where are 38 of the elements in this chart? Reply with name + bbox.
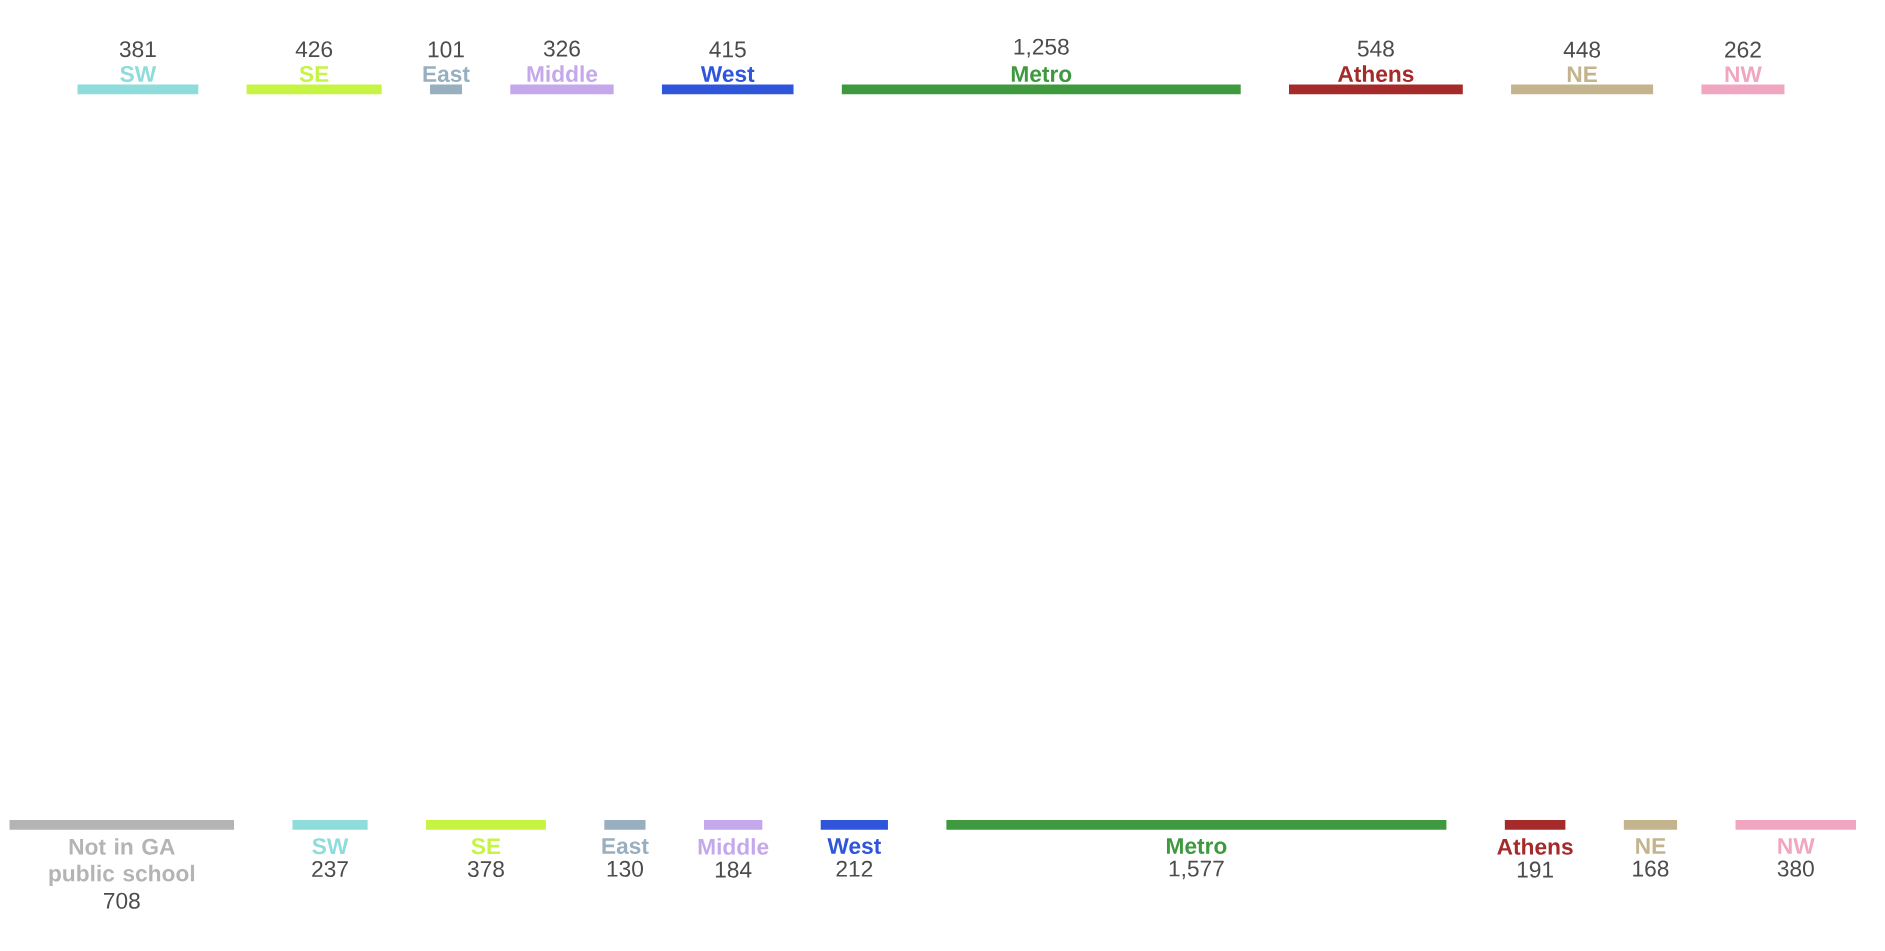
category-label: Athens [1497,838,1573,855]
data-label: 262 [1725,41,1761,58]
data-label: 212 [836,860,873,877]
data-label: 415 [709,41,746,58]
data-label: 708 [104,892,140,909]
data-label: 448 [1563,41,1601,58]
category-label: SE [471,838,501,855]
category-label: Athens [1337,65,1414,83]
data-label: 101 [428,41,464,58]
data-label: 378 [467,861,504,878]
data-label: 326 [543,40,580,57]
data-label: 191 [1517,861,1553,878]
category-label: West [827,838,881,855]
data-label: 1,258 [1014,38,1069,58]
category-label: SW [120,66,157,83]
data-label: 130 [607,860,643,877]
category-label: Middle [698,838,769,855]
data-label: 1,577 [1169,860,1224,880]
category-label: Metro [1011,66,1072,83]
category-label: NE [1567,66,1597,83]
data-label: 381 [119,41,156,58]
data-label: 426 [295,41,333,58]
data-label: 168 [1633,860,1669,877]
category-label: SE [299,66,329,83]
category-label: NE [1636,838,1666,854]
data-label: 548 [1357,40,1394,57]
category-label: Middle [527,65,598,83]
category-label: NW [1725,66,1762,83]
category-label: NW [1778,838,1815,854]
data-label: 184 [715,861,752,878]
category-label: Not in GA public school [49,838,195,887]
category-label: West [700,66,755,83]
data-label: 380 [1777,860,1814,877]
category-label: Metro [1166,838,1227,855]
data-label: 237 [312,861,348,878]
category-label: East [602,838,649,855]
category-label: SW [312,838,349,855]
category-label: East [423,66,470,83]
